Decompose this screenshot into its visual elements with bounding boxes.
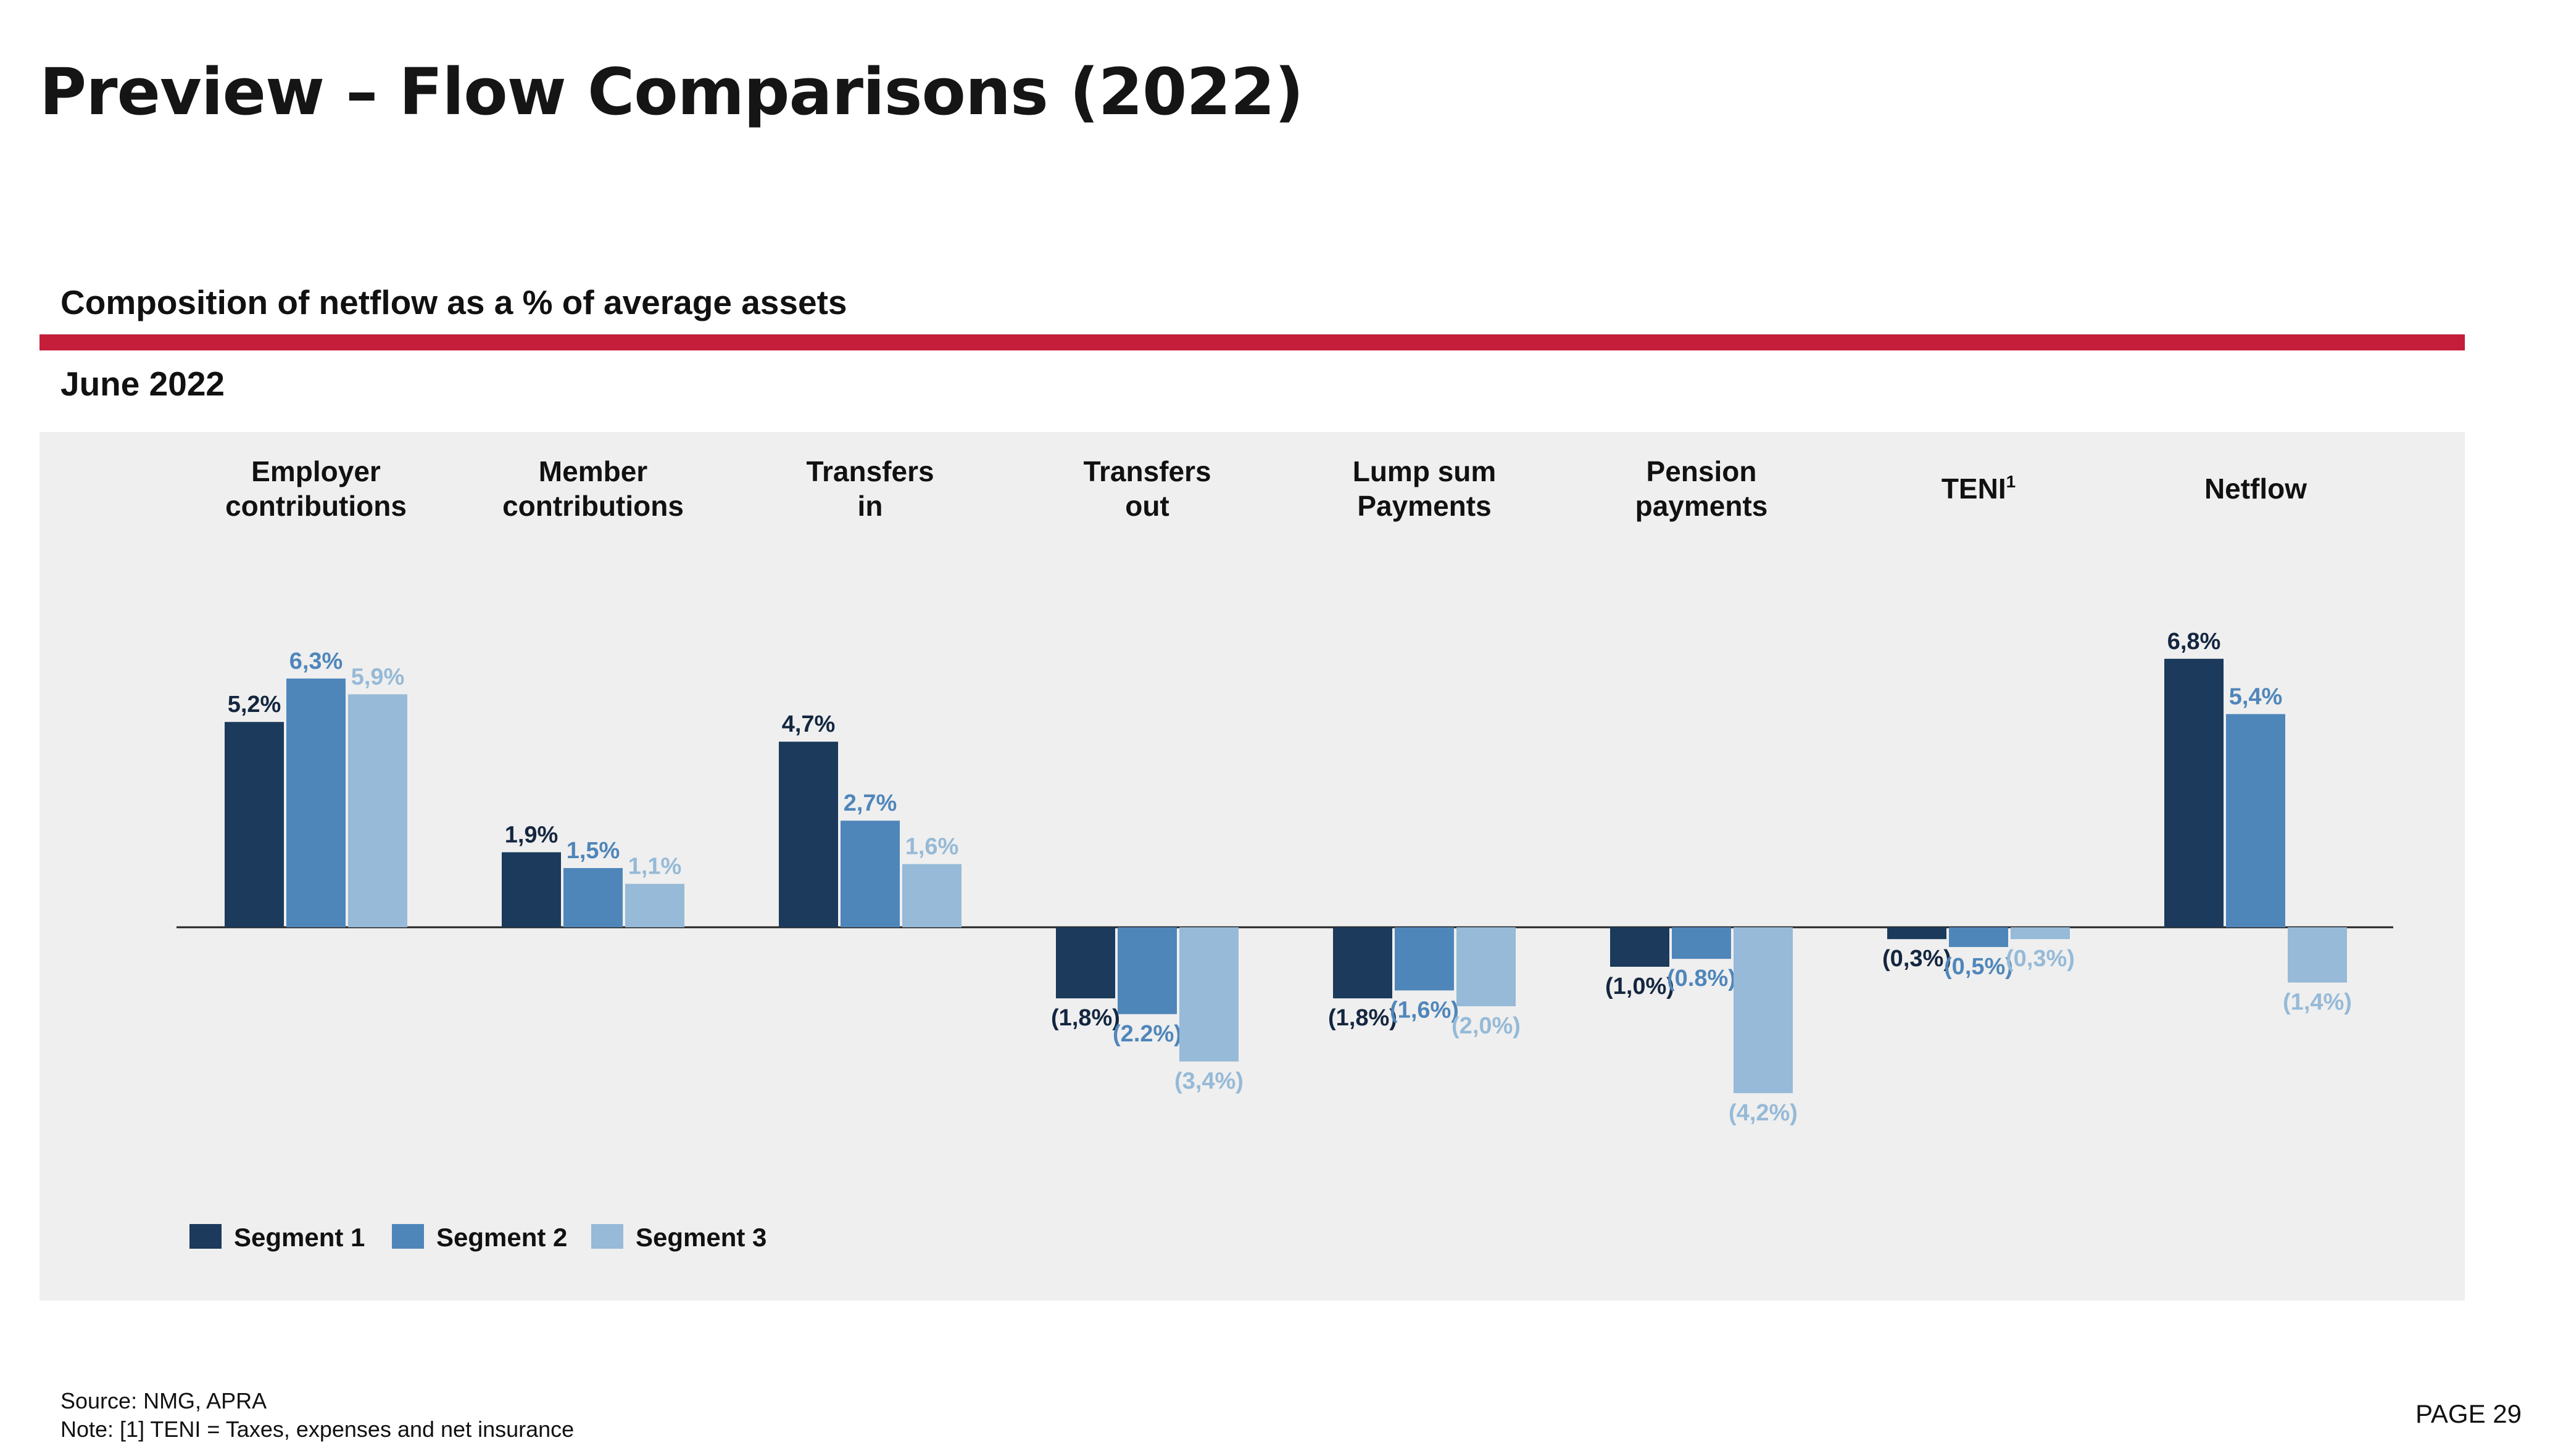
legend-swatch-segment-3	[591, 1224, 623, 1249]
bar-segment-1	[2164, 658, 2224, 927]
category-label-line2: contributions	[502, 490, 684, 522]
data-label-segment-2: 6,3%	[289, 648, 343, 674]
bar-segment-1	[1333, 927, 1392, 999]
data-label-segment-3: 1,1%	[628, 854, 682, 880]
category-label-line1: Pension	[1647, 455, 1757, 487]
category-label-line1: Transfers	[806, 455, 934, 487]
category-label-line2: contributions	[225, 490, 407, 522]
bar-segment-3	[2288, 927, 2347, 983]
data-label-segment-1: 4,7%	[782, 711, 836, 737]
category-label-line1: Employer	[251, 455, 381, 487]
data-label-segment-3: (2,0%)	[1452, 1013, 1521, 1039]
period-label: June 2022	[60, 365, 225, 403]
bar-segment-3	[2011, 927, 2070, 940]
source-note: Source: NMG, APRA	[60, 1388, 267, 1413]
legend-label-segment-2: Segment 2	[436, 1223, 567, 1252]
bar-segment-1	[779, 742, 838, 927]
data-label-segment-3: 1,6%	[905, 834, 959, 860]
bar-segment-3	[1734, 927, 1793, 1093]
data-label-segment-3: (0,3%)	[2006, 946, 2075, 972]
category-label-line2: in	[858, 490, 883, 522]
chart-panel: Employer contributions Member contributions…	[39, 432, 2465, 1301]
data-label-segment-3: (3,4%)	[1174, 1069, 1244, 1094]
data-label-segment-3: (4,2%)	[1729, 1100, 1798, 1126]
bar-segment-3	[1179, 927, 1239, 1062]
bar-segment-1	[1610, 927, 1669, 967]
data-label-segment-2: 1,5%	[567, 838, 620, 864]
data-label-segment-2: (0.8%)	[1667, 966, 1736, 991]
legend-label-segment-3: Segment 3	[636, 1223, 766, 1252]
category-label-line2: payments	[1635, 490, 1768, 522]
category-label-line2: out	[1125, 490, 1169, 522]
bar-segment-2	[1118, 927, 1177, 1014]
data-label-segment-1: 6,8%	[2167, 629, 2221, 655]
bar-segment-1	[502, 852, 561, 927]
data-label-segment-2: 2,7%	[844, 790, 897, 816]
data-label-segment-2: 5,4%	[2229, 684, 2283, 709]
bar-segment-1	[225, 722, 284, 927]
data-label-segment-1: 1,9%	[505, 822, 559, 848]
category-label-line1: Lump sum	[1353, 455, 1497, 487]
bar-segment-2	[563, 868, 623, 927]
bar-segment-1	[1056, 927, 1115, 999]
data-label-segment-1: (0,3%)	[1882, 946, 1951, 972]
chart-subtitle: Composition of netflow as a % of average…	[60, 283, 847, 321]
data-label-segment-2: (2.2%)	[1113, 1021, 1182, 1047]
data-label-segment-1: (1,8%)	[1328, 1005, 1397, 1031]
bar-segment-2	[1949, 927, 2008, 947]
data-label-segment-1: (1,0%)	[1605, 974, 1674, 999]
bar-segment-2	[2226, 714, 2285, 927]
bar-segment-1	[1887, 927, 1946, 940]
data-label-segment-3: (1,4%)	[2283, 990, 2352, 1015]
bar-segment-3	[902, 864, 961, 927]
category-label-line1: Member	[539, 455, 647, 487]
data-label-segment-3: 5,9%	[351, 664, 405, 690]
legend-swatch-segment-1	[189, 1224, 222, 1249]
page-title: Preview – Flow Comparisons (2022)	[39, 54, 1304, 130]
category-label-line2: Payments	[1357, 490, 1491, 522]
data-label-segment-1: 5,2%	[228, 692, 281, 718]
category-label-line1: Transfers	[1083, 455, 1211, 487]
red-divider	[39, 334, 2465, 350]
bar-segment-3	[1456, 927, 1516, 1006]
bar-segment-2	[1672, 927, 1731, 959]
bar-segment-2	[841, 821, 900, 927]
bar-segment-3	[625, 883, 684, 927]
bar-segment-3	[348, 694, 407, 927]
data-label-segment-1: (1,8%)	[1051, 1005, 1120, 1031]
data-label-segment-2: (1,6%)	[1390, 997, 1459, 1023]
bar-segment-2	[1395, 927, 1454, 991]
bar-segment-2	[286, 678, 346, 927]
bar-chart: EmployercontributionsMembercontributions…	[177, 455, 2393, 1252]
legend-label-segment-1: Segment 1	[234, 1223, 365, 1252]
category-label: Netflow	[2204, 473, 2307, 505]
data-label-segment-2: (0,5%)	[1944, 954, 2013, 980]
legend-swatch-segment-2	[392, 1224, 424, 1249]
category-label: TENI1	[1942, 472, 2016, 505]
footnote: Note: [1] TENI = Taxes, expenses and net…	[60, 1417, 575, 1442]
page-number: PAGE 29	[2415, 1399, 2522, 1428]
